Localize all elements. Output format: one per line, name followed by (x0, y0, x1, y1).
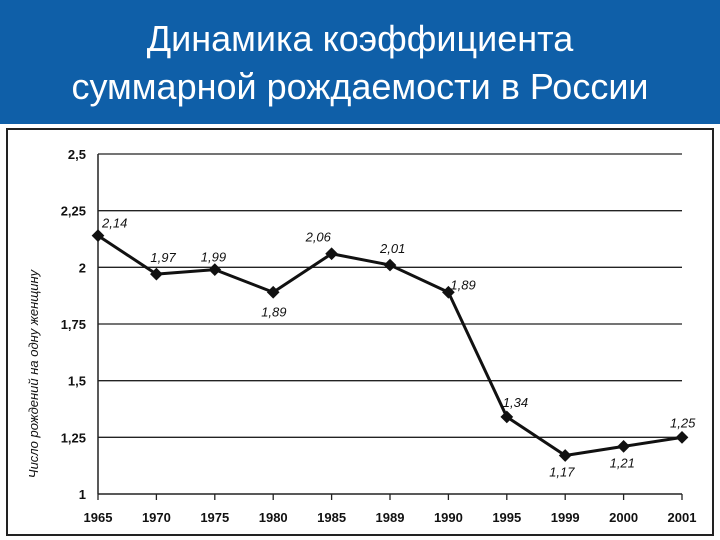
data-label-1975: 1,99 (201, 250, 226, 265)
slide-header: Динамика коэффициента суммарной рождаемо… (0, 0, 720, 124)
data-label-2001: 1,25 (670, 415, 696, 430)
data-point-1990 (442, 285, 455, 299)
y-tick-label-3: 1,75 (61, 317, 86, 332)
x-tick-label-1999: 1999 (551, 510, 580, 525)
x-tick-label-1995: 1995 (492, 510, 521, 525)
grid-lines (98, 153, 682, 438)
x-tick-label-2000: 2000 (609, 510, 638, 525)
y-tick-labels: 1 1,25 1,5 1,75 2 2,25 2,5 (61, 147, 86, 502)
data-label-1965: 2,14 (101, 216, 127, 231)
data-label-1989: 2,01 (379, 241, 405, 256)
data-label-1970: 1,97 (150, 250, 176, 265)
slide-title-line-2: суммарной рождаемости в России (71, 66, 649, 107)
chart-frame (6, 128, 714, 536)
y-axis-title: Число рождений на одну женщину (26, 268, 41, 478)
x-tick-label-1990: 1990 (434, 510, 463, 525)
x-tick-label-1965: 1965 (84, 510, 113, 525)
x-tick-labels: 1965 1970 1975 1980 1985 1989 1990 1995 1999 2000… (84, 510, 697, 525)
y-tick-label-6: 2,5 (68, 147, 86, 162)
x-tick-label-1970: 1970 (142, 510, 171, 525)
x-tick-label-1985: 1985 (317, 510, 346, 525)
x-tick-label-1989: 1989 (376, 510, 405, 525)
fertility-line-chart: 1 1,25 1,5 1,75 2 2,25 2,5 1965 1970 1975 1980 198… (6, 128, 714, 536)
axes (97, 154, 683, 500)
slide-title-line-1: Динамика коэффициента (146, 18, 574, 59)
data-label-2000: 1,21 (610, 455, 635, 470)
data-point-1980 (266, 285, 280, 299)
y-tick-label-0: 1 (79, 487, 86, 502)
data-point-1970 (150, 267, 163, 281)
data-point-1989 (383, 258, 397, 272)
data-label-1985: 2,06 (305, 230, 332, 245)
data-point-1975 (208, 263, 222, 276)
data-label-1995: 1,34 (503, 395, 528, 410)
data-point-1995 (500, 410, 514, 424)
x-tick-label-1980: 1980 (259, 510, 288, 525)
data-label-1999: 1,17 (549, 464, 575, 479)
data-label-1990: 1,89 (450, 277, 475, 292)
y-tick-label-4: 2 (79, 260, 86, 275)
data-label-1980: 1,89 (261, 304, 286, 319)
chart-area: 1 1,25 1,5 1,75 2 2,25 2,5 1965 1970 1975 1980 198… (6, 128, 714, 536)
x-tick-label-1975: 1975 (200, 510, 229, 525)
x-tick-label-2001: 2001 (668, 510, 697, 525)
y-tick-label-1: 1,25 (61, 430, 86, 445)
y-tick-label-5: 2,25 (61, 204, 86, 219)
data-labels: 2,14 1,97 1,99 1,89 2,06 2,01 1,89 1,34 1,17 1,21… (101, 216, 696, 480)
data-point-1985 (325, 247, 338, 261)
y-tick-label-2: 1,5 (68, 374, 86, 389)
